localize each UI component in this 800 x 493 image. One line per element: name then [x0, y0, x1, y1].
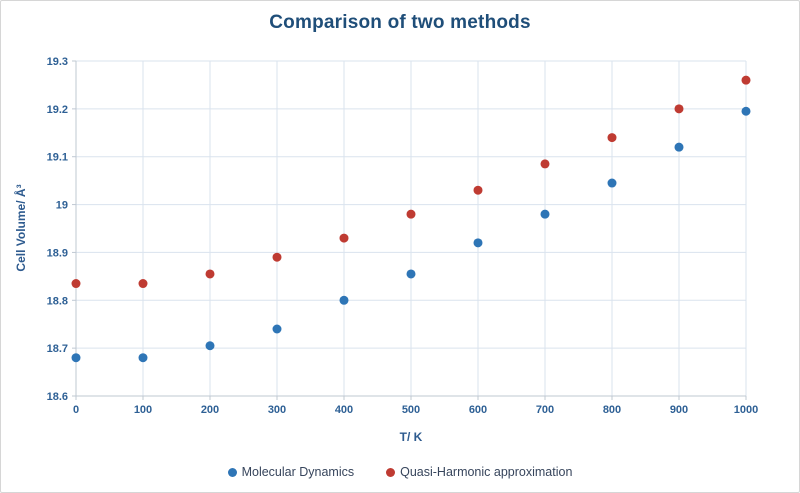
data-point [272, 252, 282, 262]
x-tick-label: 200 [201, 404, 219, 416]
x-tick-label: 100 [134, 404, 152, 416]
y-tick-label: 19.3 [47, 56, 68, 68]
legend-label: Quasi-Harmonic approximation [400, 465, 573, 479]
data-point [339, 295, 349, 305]
y-tick-label: 19.2 [47, 104, 68, 116]
data-point [205, 269, 215, 279]
x-tick-label: 1000 [734, 404, 758, 416]
x-tick-label: 600 [469, 404, 487, 416]
legend-item-molecular-dynamics: Molecular Dynamics [227, 465, 355, 479]
legend-dot-red [386, 467, 396, 477]
legend: Molecular Dynamics Quasi-Harmonic approx… [1, 465, 799, 479]
y-tick-label: 18.9 [47, 247, 68, 259]
data-point [473, 238, 483, 248]
data-point [406, 209, 416, 219]
data-point [540, 209, 550, 219]
legend-label: Molecular Dynamics [241, 465, 355, 479]
data-point [138, 279, 148, 289]
y-tick-label: 18.8 [47, 295, 68, 307]
data-point [674, 142, 684, 152]
data-point [674, 104, 684, 114]
data-point [741, 75, 751, 85]
data-point [607, 178, 617, 188]
x-tick-label: 700 [536, 404, 554, 416]
data-point [339, 233, 349, 243]
x-tick-label: 900 [670, 404, 688, 416]
x-tick-label: 400 [335, 404, 353, 416]
x-axis-title: T/ K [400, 430, 423, 444]
y-tick-label: 18.6 [47, 391, 68, 403]
x-tick-label: 300 [268, 404, 286, 416]
data-point [540, 159, 550, 169]
x-tick-label: 800 [603, 404, 621, 416]
x-tick-label: 500 [402, 404, 420, 416]
chart-title: Comparison of two methods [269, 12, 531, 33]
y-axis-title: Cell Volume/ Å³ [13, 184, 28, 271]
plot-area: 18.6 18.7 18.8 18.9 19 19.1 19.2 19.3 0 100 200 300… [47, 56, 759, 416]
x-tick-label: 0 [73, 404, 79, 416]
y-tick-label: 19 [56, 200, 68, 212]
y-tick-label: 18.7 [47, 343, 68, 355]
legend-item-quasi-harmonic: Quasi-Harmonic approximation [386, 465, 572, 479]
data-point [473, 185, 483, 195]
y-tick-label: 19.1 [47, 152, 68, 164]
legend-dot-blue [227, 467, 237, 477]
data-point [272, 324, 282, 334]
data-point [138, 353, 148, 363]
data-point [406, 269, 416, 279]
data-point [71, 353, 81, 363]
data-point [741, 106, 751, 116]
data-point [71, 279, 81, 289]
data-point [607, 133, 617, 143]
data-point [205, 341, 215, 351]
